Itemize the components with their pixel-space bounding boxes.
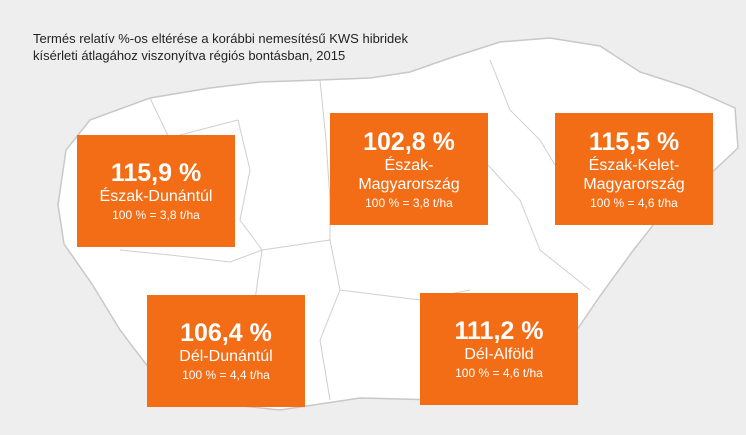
title-line: kísérleti átlagához viszonyítva régiós b… <box>33 48 346 63</box>
region-percent: 115,9 % <box>110 159 202 187</box>
title: Termés relatív %-os eltérése a korábbi n… <box>33 30 408 64</box>
region-box: 111,2 % Dél-Alföld 100 % = 4,6 t/ha <box>420 293 578 405</box>
region-baseline: 100 % = 4,4 t/ha <box>182 368 270 382</box>
region-name: Dél-Dunántúl <box>179 348 273 365</box>
title-line: Termés relatív %-os eltérése a korábbi n… <box>33 31 408 46</box>
region-box: 115,5 % Észak-Kelet-Magyarország 100 % = 4… <box>555 113 713 225</box>
region-baseline: 100 % = 3,8 t/ha <box>112 208 200 222</box>
region-box: 115,9 % Észak-Dunántúl 100 % = 3,8 t/ha <box>77 135 235 247</box>
region-name: Dél-Alföld <box>464 346 534 363</box>
region-percent: 102,8 % <box>363 127 455 156</box>
region-percent: 115,5 % <box>588 127 680 156</box>
region-baseline: 100 % = 4,6 t/ha <box>590 195 678 210</box>
region-baseline: 100 % = 3,8 t/ha <box>365 195 453 210</box>
region-percent: 111,2 % <box>454 317 544 345</box>
region-name: Észak-Kelet-Magyarország <box>583 156 685 193</box>
region-baseline: 100 % = 4,6 t/ha <box>455 366 543 380</box>
region-name: Észak-Dunántúl <box>99 188 213 205</box>
region-box: 102,8 % Észak-Magyarország 100 % = 3,8 t/h… <box>330 113 488 225</box>
region-percent: 106,4 % <box>180 319 272 347</box>
region-box: 106,4 % Dél-Dunántúl 100 % = 4,4 t/ha <box>147 295 305 407</box>
region-name: Észak-Magyarország <box>358 156 460 193</box>
